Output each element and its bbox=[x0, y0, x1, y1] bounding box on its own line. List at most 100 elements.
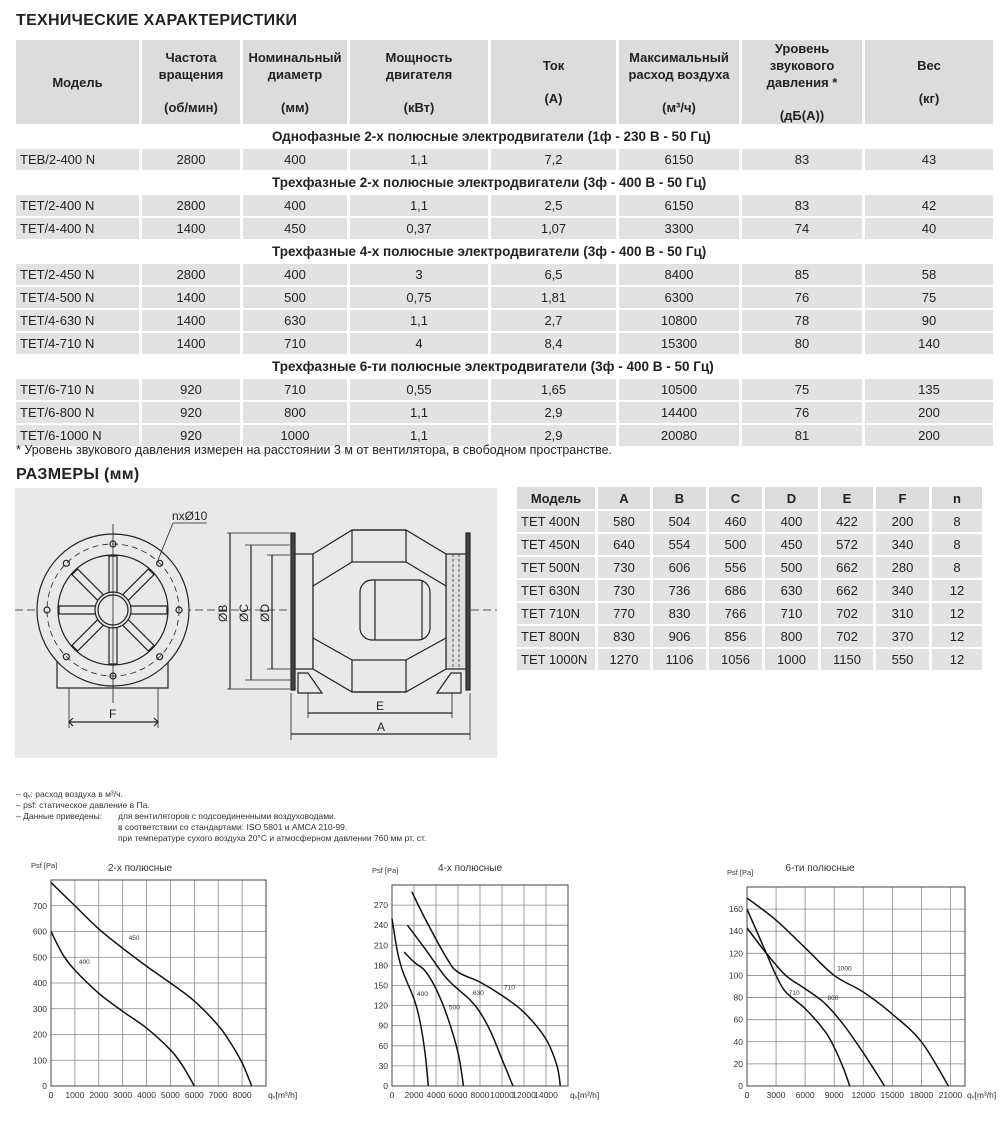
value-cell: 662 bbox=[821, 580, 873, 601]
table-row: TET 630N 730 736 686 630 662 340 12 bbox=[517, 580, 982, 601]
x-tick-label: 12000 bbox=[512, 1090, 536, 1100]
value-cell: 8 bbox=[932, 534, 982, 555]
model-cell: TET 400N bbox=[517, 511, 595, 532]
value-cell: 1400 bbox=[142, 287, 240, 308]
value-cell: 3300 bbox=[619, 218, 739, 239]
section-row: Трехфазные 2-х полюсные электродвигатели… bbox=[16, 172, 993, 193]
value-cell: 736 bbox=[653, 580, 706, 601]
value-cell: 340 bbox=[876, 580, 929, 601]
table-row: TET 710N 770 830 766 710 702 310 12 bbox=[517, 603, 982, 624]
value-cell: 2800 bbox=[142, 195, 240, 216]
model-cell: TET/6-800 N bbox=[16, 402, 139, 423]
plot-frame bbox=[50, 879, 267, 1087]
value-cell: 90 bbox=[865, 310, 993, 331]
x-axis-label: qᵥ[m³/h] bbox=[268, 1090, 297, 1100]
table-row: TET 800N 830 906 856 800 702 370 12 bbox=[517, 626, 982, 647]
y-tick-label: 160 bbox=[729, 904, 743, 914]
value-cell: 1400 bbox=[142, 333, 240, 354]
header-unit: (A) bbox=[544, 91, 563, 106]
x-tick-label: 6000 bbox=[185, 1090, 204, 1100]
plot-frame bbox=[391, 884, 569, 1087]
series-label: 450 bbox=[129, 935, 140, 942]
x-tick-label: 0 bbox=[390, 1090, 395, 1100]
bolt-hole bbox=[156, 653, 164, 661]
x-tick-label: 2000 bbox=[89, 1090, 108, 1100]
dims-header: D bbox=[765, 487, 818, 509]
dims-header: E bbox=[821, 487, 873, 509]
section-row: Трехфазные 4-х полюсные электродвигатели… bbox=[16, 241, 993, 262]
value-cell: 6300 bbox=[619, 287, 739, 308]
spec-header-6: Уровень звукового давления * (дБ(A)) bbox=[742, 40, 862, 124]
value-cell: 1,1 bbox=[350, 195, 488, 216]
chart-2-pole: 0 1000 2000 3000 4000 5000 6000 7000 8000 0 100 200… bbox=[31, 861, 297, 1100]
x-tick-label: 0 bbox=[49, 1090, 54, 1100]
value-cell: 8 bbox=[932, 557, 982, 578]
notes: – qᵥ: расход воздуха в м³/ч. – psf: стат… bbox=[16, 789, 426, 844]
value-cell: 1000 bbox=[765, 649, 818, 670]
value-cell: 1106 bbox=[653, 649, 706, 670]
y-tick-label: 270 bbox=[374, 900, 388, 910]
value-cell: 10500 bbox=[619, 379, 739, 400]
model-cell: TET/4-630 N bbox=[16, 310, 139, 331]
x-tick-label: 4000 bbox=[427, 1090, 446, 1100]
value-cell: 1270 bbox=[598, 649, 650, 670]
table-row: TET/4-500 N 1400 500 0,75 1,81 6300 76 75 bbox=[16, 287, 993, 308]
model-cell: TET 630N bbox=[517, 580, 595, 601]
y-tick-label: 100 bbox=[33, 1055, 47, 1065]
value-cell: 0,75 bbox=[350, 287, 488, 308]
x-tick-label: 6000 bbox=[796, 1090, 815, 1100]
value-cell: 500 bbox=[709, 534, 762, 555]
header-unit: (м³/ч) bbox=[662, 99, 696, 115]
plot-frame bbox=[746, 886, 966, 1087]
model-cell: TET 800N bbox=[517, 626, 595, 647]
value-cell: 400 bbox=[243, 149, 347, 170]
dim-b-label: ØB bbox=[216, 605, 230, 622]
table-row: TET/6-1000 N 920 1000 1,1 2,9 20080 81 200 bbox=[16, 425, 993, 446]
y-tick-label: 700 bbox=[33, 901, 47, 911]
dims-title: РАЗМЕРЫ (мм) bbox=[16, 466, 140, 483]
x-tick-label: 18000 bbox=[910, 1090, 934, 1100]
note-data-b: в соответствии со стандартами: ISO 5801 … bbox=[118, 822, 348, 832]
value-cell: 200 bbox=[865, 425, 993, 446]
note-qv: – qᵥ: расход воздуха в м³/ч. bbox=[16, 789, 123, 799]
value-cell: 6,5 bbox=[491, 264, 616, 285]
y-tick-label: 40 bbox=[734, 1037, 744, 1047]
y-tick-label: 240 bbox=[374, 920, 388, 930]
table-row: TET/4-710 N 1400 710 4 8,4 15300 80 140 bbox=[16, 333, 993, 354]
chart-6-pole: 0 3000 6000 9000 12000 15000 18000 21000 0 20 40 60… bbox=[727, 863, 996, 1100]
header-label: Ток bbox=[542, 58, 565, 73]
y-tick-label: 600 bbox=[33, 927, 47, 937]
section-title: Трехфазные 2-х полюсные электродвигатели… bbox=[142, 172, 993, 193]
value-cell: 135 bbox=[865, 379, 993, 400]
value-cell: 920 bbox=[142, 425, 240, 446]
value-cell: 450 bbox=[243, 218, 347, 239]
series-curve-500 bbox=[403, 951, 465, 1087]
x-tick-label: 15000 bbox=[881, 1090, 905, 1100]
value-cell: 20080 bbox=[619, 425, 739, 446]
value-cell: 500 bbox=[765, 557, 818, 578]
fan-blade bbox=[127, 605, 168, 615]
y-axis-label: Psf [Pa] bbox=[372, 866, 398, 875]
y-tick-label: 30 bbox=[379, 1061, 389, 1071]
spec-header-2: Номинальный диаметр (мм) bbox=[243, 40, 347, 124]
bolt-hole bbox=[175, 606, 183, 614]
hole-label: nxØ10 bbox=[172, 509, 208, 523]
series-label: 400 bbox=[79, 959, 90, 966]
value-cell: 42 bbox=[865, 195, 993, 216]
value-cell: 630 bbox=[765, 580, 818, 601]
value-cell: 460 bbox=[709, 511, 762, 532]
note-data-c: при температуре сухого воздуха 20°C и ат… bbox=[118, 833, 427, 843]
series-curve-800 bbox=[746, 927, 886, 1087]
table-row: TET/6-800 N 920 800 1,1 2,9 14400 76 200 bbox=[16, 402, 993, 423]
header-unit: (кВт) bbox=[403, 99, 435, 115]
value-cell: 1,81 bbox=[491, 287, 616, 308]
table-row: TET/4-400 N 1400 450 0,37 1,07 3300 74 40 bbox=[16, 218, 993, 239]
value-cell: 200 bbox=[865, 402, 993, 423]
value-cell: 75 bbox=[865, 287, 993, 308]
x-tick-label: 0 bbox=[745, 1090, 750, 1100]
series-curve-1000 bbox=[746, 897, 950, 1087]
series-label: 400 bbox=[417, 991, 428, 998]
header-unit: (об/мин) bbox=[164, 99, 218, 115]
value-cell: 800 bbox=[765, 626, 818, 647]
